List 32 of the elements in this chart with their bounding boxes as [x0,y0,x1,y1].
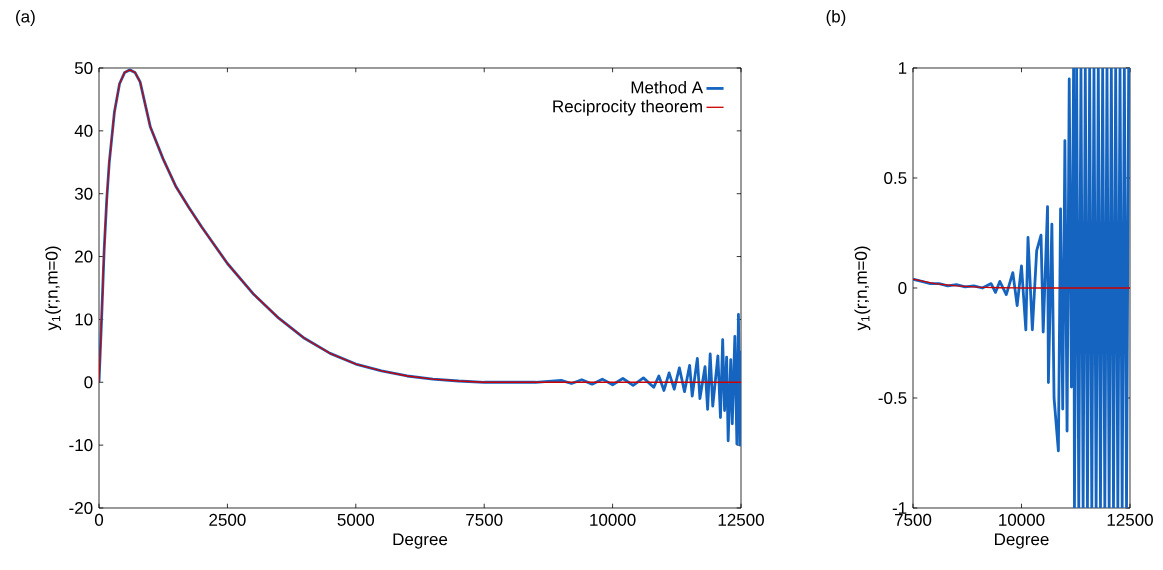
y-tick-label: -1 [892,502,907,514]
x-tick-label: 2500 [209,513,246,526]
y-tick-label: 20 [75,250,93,263]
x-tick-label: 12500 [718,513,764,526]
y-tick-label: 0.5 [884,171,907,185]
y-tick-label: 0 [84,376,93,389]
chart-title: (b) [826,10,846,26]
y-tick-label: -10 [69,439,93,452]
x-tick-label: 10000 [590,513,636,526]
y-tick-label: 0 [898,281,907,295]
x-tick-label: 7500 [894,513,932,526]
chart-title: (a) [16,10,35,26]
legend-label: Reciprocity theorem [553,99,702,116]
y-tick-label: 40 [74,124,93,137]
x-tick-label: 0 [94,513,104,526]
x-axis-title: Degree [393,533,448,549]
x-tick-label: 5000 [337,513,375,526]
legend-label: Method A [631,81,704,94]
line-series [913,278,1130,289]
y-axis-title: y$_{1}$(r;n,m=0) [854,246,871,331]
line-series [913,67,1130,508]
x-axis-title: Degree [995,533,1049,549]
y-axis-title: y$_{1}$(r;n,m=0) [45,246,62,331]
x-tick-label: 7500 [466,513,503,526]
y-tick-label: 10 [75,313,93,326]
y-tick-label: -0.5 [878,391,907,405]
y-tick-label: 1 [898,62,907,74]
y-tick-label: 50 [74,61,93,75]
x-tick-label: 12500 [1107,513,1153,526]
y-tick-label: 30 [74,187,93,200]
y-tick-label: -20 [69,501,93,515]
x-tick-label: 10000 [999,513,1045,526]
